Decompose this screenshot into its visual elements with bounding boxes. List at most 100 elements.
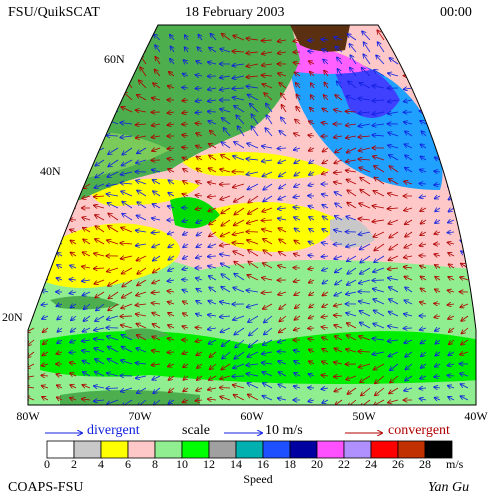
wind-arrow [419,184,427,185]
wind-arrow [373,156,385,161]
wind-arrow [12,33,20,40]
wind-arrow [82,217,91,220]
wind-arrow [388,112,399,114]
header-time: 00:00 [440,5,472,20]
wind-arrow [42,264,49,268]
wind-arrow [460,52,469,53]
wind-arrow [232,376,245,377]
wind-arrow [322,205,329,208]
wind-arrow [70,340,77,343]
wind-arrow [108,347,119,353]
wind-arrow [448,352,455,355]
wind-arrow [251,126,259,137]
wind-arrow [389,287,399,293]
wind-arrow [28,387,35,388]
wind-arrow [388,400,399,403]
colorbar-swatch [397,440,426,459]
wind-arrow [96,303,105,311]
wind-arrow [9,183,20,184]
wind-arrow [42,220,49,223]
wind-arrow [420,208,427,211]
wind-arrow [248,195,259,203]
wind-arrow [322,280,329,284]
wind-arrow [322,49,329,52]
lon-label: 40W [464,409,488,423]
colorbar-label: 0 [44,457,50,471]
wind-arrow [435,340,441,344]
wind-arrow [278,361,287,364]
colorbar-unit: m/s [446,457,464,471]
wind-arrow [168,206,175,208]
wind-arrow [168,313,175,316]
wind-arrow [266,104,273,113]
wind-arrow [221,219,231,226]
wind-arrow [137,202,147,209]
wind-arrow [152,313,161,316]
wind-arrow [295,120,301,125]
wind-arrow [374,70,385,77]
wind-arrow [196,340,203,342]
wind-arrow [136,180,147,185]
wind-arrow [232,51,245,52]
wind-arrow [94,268,105,269]
wind-arrow [460,146,469,149]
wind-arrow [334,315,343,316]
wind-arrow [183,313,189,316]
wind-arrow [10,63,21,64]
wind-arrow [28,288,35,293]
wind-arrow [83,183,91,188]
wind-arrow [360,243,371,250]
wind-arrow [137,215,147,221]
wind-arrow [71,252,77,256]
wind-arrow [373,324,385,329]
wind-arrow [169,72,175,77]
wind-arrow [121,325,133,329]
wind-arrow [420,266,427,268]
wind-arrow [152,98,161,100]
wind-arrow [94,133,105,136]
wind-arrow [246,374,259,376]
wind-arrow [374,177,385,185]
wind-arrow [359,279,371,283]
wind-arrow [434,254,441,256]
wind-arrow [405,131,413,137]
wind-arrow [262,292,273,293]
wind-arrow [388,100,399,102]
wind-arrow [122,202,133,209]
wind-arrow [278,292,287,295]
wind-arrow [247,219,259,223]
wind-arrow [435,37,441,40]
wind-arrow [420,170,427,173]
wind-arrow [70,230,77,233]
wind-arrow [435,289,441,292]
wind-arrow [42,316,49,319]
wind-arrow [279,239,287,245]
wind-arrow [208,315,217,316]
wind-arrow [295,303,301,308]
wind-arrow [121,107,133,113]
wind-arrow [220,376,231,379]
speed-zone [330,60,400,118]
wind-arrow [372,280,385,281]
wind-arrow [447,375,455,376]
wind-arrow [238,126,245,137]
wind-arrow [419,63,427,64]
wind-arrow [278,266,287,269]
wind-arrow [279,372,287,377]
wind-arrow [263,250,273,257]
wind-arrow [376,55,385,65]
wind-arrow [28,327,35,332]
wind-arrow [322,123,329,125]
wind-arrow [346,160,357,162]
wind-arrow [182,112,189,113]
wind-arrow [335,95,343,101]
wind-arrow [322,160,329,164]
wind-arrow [448,159,455,161]
wind-arrow [209,48,217,53]
wind-arrow [11,286,20,292]
wind-arrow [322,349,329,352]
wind-arrow [82,63,91,64]
wind-arrow [83,72,91,77]
wind-arrow [183,181,189,184]
footer-left: COAPS-FSU [8,480,83,495]
